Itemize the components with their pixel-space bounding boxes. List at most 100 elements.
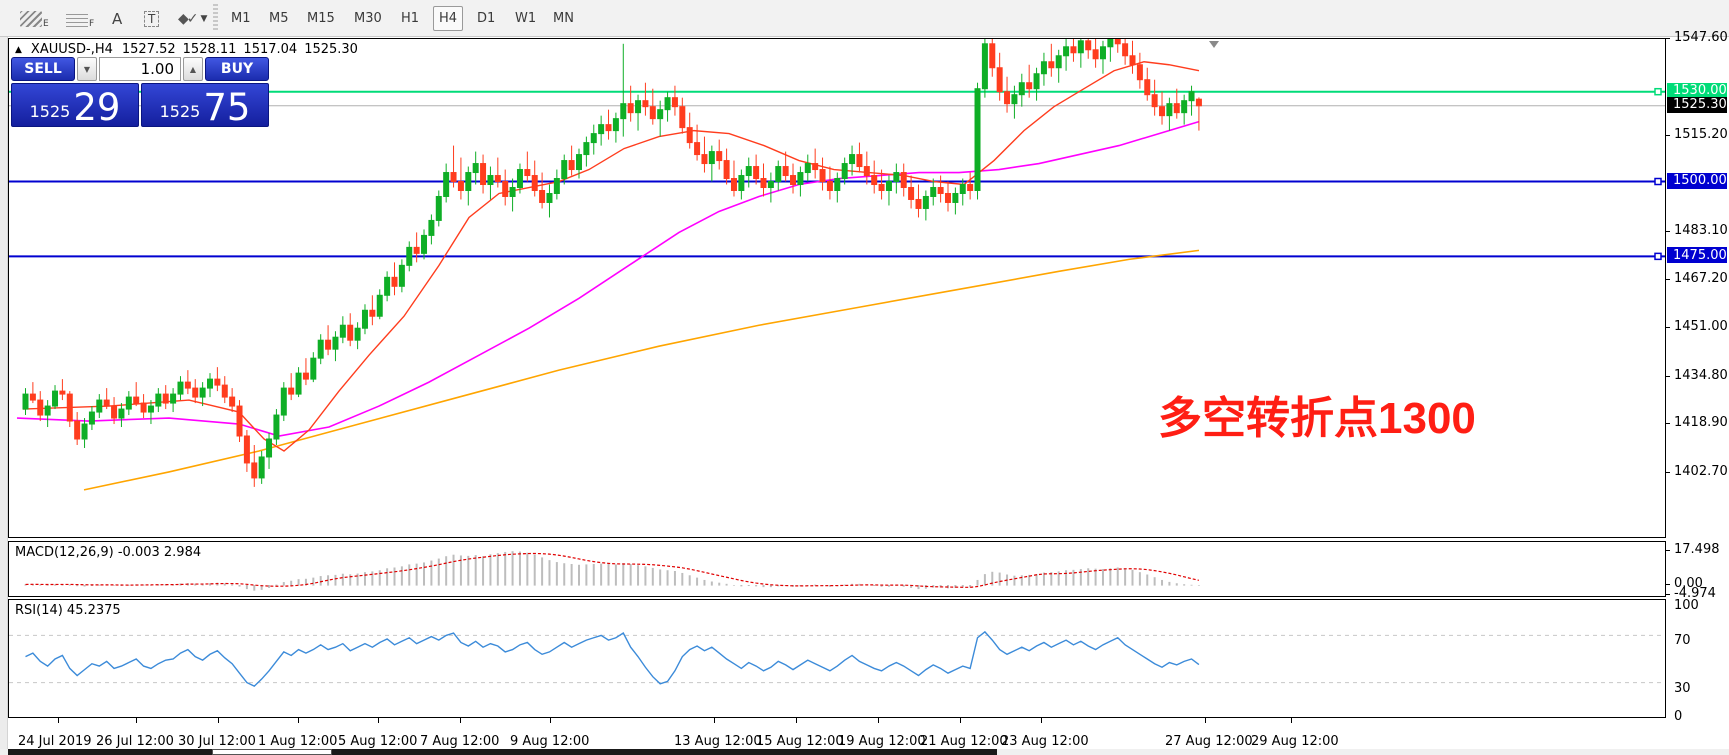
- candle: [184, 381, 191, 389]
- macd-pane: MACD(12,26,9) -0.003 2.984: [8, 541, 1666, 597]
- arrows-glyph: ◆✓: [178, 10, 198, 27]
- time-tick: [1205, 718, 1206, 723]
- hline-1475[interactable]: [9, 252, 1665, 261]
- toolbar-separator: [213, 4, 218, 32]
- candle: [885, 181, 892, 191]
- candle: [694, 142, 701, 156]
- candle: [1055, 55, 1062, 69]
- time-tick: [796, 718, 797, 723]
- timeframe-button-h1[interactable]: H1: [401, 11, 420, 26]
- chevron-down-icon[interactable]: ▼: [200, 13, 208, 24]
- timeframe-button-m5[interactable]: M5: [269, 11, 289, 26]
- candle: [716, 151, 723, 162]
- macd-histogram: [24, 551, 1200, 591]
- axis-tick: [1666, 135, 1670, 136]
- macd-axis-label: 17.498: [1674, 541, 1720, 557]
- candle: [118, 408, 125, 419]
- time-tick: [460, 718, 461, 723]
- candle: [804, 163, 811, 174]
- candle: [1077, 40, 1084, 54]
- candle: [834, 178, 841, 191]
- rsi-pane: RSI(14) 45.2375: [8, 599, 1666, 718]
- candle: [413, 246, 420, 254]
- candle: [177, 381, 184, 395]
- timeframe-button-m30[interactable]: M30: [354, 11, 382, 26]
- label-tool-icon[interactable]: T: [144, 6, 160, 31]
- one-click-trading-panel: SELL ▼ 1.00 ▲ BUY 1525 29 1525 75: [11, 57, 269, 127]
- candle: [612, 118, 619, 132]
- sell-button[interactable]: SELL: [11, 57, 75, 81]
- candle: [406, 246, 413, 266]
- buy-button[interactable]: BUY: [205, 57, 269, 81]
- volume-decrease-button[interactable]: ▼: [77, 57, 97, 81]
- timeframe-button-m15[interactable]: M15: [307, 11, 335, 26]
- sell-price-button[interactable]: 1525 29: [11, 83, 139, 127]
- hline-1530[interactable]: [9, 87, 1665, 96]
- macd-label: MACD(12,26,9) -0.003 2.984: [15, 545, 202, 560]
- timeframe-button-mn[interactable]: MN: [553, 11, 574, 26]
- candle: [1173, 103, 1180, 114]
- candle: [229, 396, 236, 407]
- candle: [96, 399, 103, 413]
- time-tick: [298, 718, 299, 723]
- fibonacci-tool-icon[interactable]: F: [66, 6, 94, 31]
- crayons-tool-icon[interactable]: E: [20, 6, 49, 31]
- shift-marker-icon[interactable]: [1209, 41, 1219, 48]
- rsi-label: RSI(14) 45.2375: [15, 603, 121, 618]
- time-axis-label: 24 Jul 2019: [18, 734, 92, 749]
- bottom-tab[interactable]: [212, 749, 332, 755]
- candle: [686, 127, 693, 144]
- rsi-svg: [9, 630, 1665, 687]
- hline-1530-handle[interactable]: [1654, 87, 1662, 96]
- bottom-bar-segment[interactable]: [8, 749, 212, 755]
- candle: [679, 106, 686, 129]
- bottom-bar-segment[interactable]: [332, 749, 997, 755]
- timeframe-button-d1[interactable]: D1: [477, 11, 496, 26]
- price-axis-label: 1418.90: [1674, 415, 1728, 431]
- bottom-tab-strip: [0, 749, 1729, 755]
- candle: [753, 166, 760, 180]
- timeframe-button-m1[interactable]: M1: [231, 11, 251, 26]
- axis-tick: [1666, 278, 1670, 280]
- candle: [642, 100, 649, 108]
- candle: [398, 264, 405, 287]
- buy-price-button[interactable]: 1525 75: [141, 83, 269, 127]
- candle: [730, 178, 737, 191]
- candle: [620, 103, 627, 120]
- hline-1475-handle[interactable]: [1654, 252, 1662, 261]
- candle: [760, 178, 767, 189]
- candle: [354, 327, 361, 341]
- candle: [192, 387, 199, 398]
- candle: [819, 169, 826, 183]
- candle: [945, 192, 951, 203]
- candle: [81, 423, 88, 440]
- candle: [531, 175, 538, 191]
- candle: [782, 166, 789, 177]
- candle: [1166, 103, 1173, 117]
- axis-tick: [1666, 327, 1670, 329]
- price-badge-1500.00: 1500.00: [1667, 172, 1727, 189]
- hline-1500-handle[interactable]: [1654, 177, 1662, 186]
- volume-input[interactable]: 1.00: [99, 57, 181, 81]
- candle: [384, 276, 391, 296]
- high-value: 1528.11: [182, 42, 237, 57]
- candle: [775, 166, 782, 183]
- timeframe-button-h4[interactable]: H4: [433, 6, 464, 31]
- candle: [310, 357, 317, 380]
- candle: [480, 163, 487, 186]
- candle: [125, 396, 132, 410]
- candle: [878, 184, 885, 191]
- timeframe-button-w1[interactable]: W1: [515, 11, 537, 26]
- axis-tick: [1666, 423, 1670, 425]
- candle: [893, 172, 900, 183]
- candle: [325, 339, 332, 350]
- candle: [369, 309, 376, 317]
- candle: [561, 160, 568, 180]
- text-tool-icon[interactable]: A: [112, 6, 122, 31]
- collapse-panel-icon[interactable]: ▲: [15, 44, 22, 55]
- time-axis-label: 13 Aug 12:00: [674, 734, 762, 749]
- arrows-tool-icon[interactable]: ◆✓ ▼: [178, 6, 207, 31]
- candle: [199, 387, 206, 398]
- volume-increase-button[interactable]: ▲: [183, 57, 203, 81]
- candle: [339, 324, 346, 338]
